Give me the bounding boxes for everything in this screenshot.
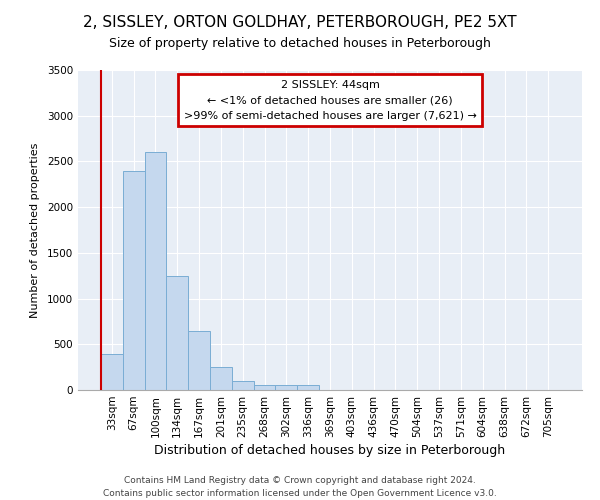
Bar [210,367,232,390]
Y-axis label: Number of detached properties: Number of detached properties [30,142,40,318]
Text: 2 SISSLEY: 44sqm
← <1% of detached houses are smaller (26)
>99% of semi-detached: 2 SISSLEY: 44sqm ← <1% of detached house… [184,80,476,121]
Bar [123,170,145,390]
Bar [275,385,297,390]
Bar [254,384,275,390]
X-axis label: Distribution of detached houses by size in Peterborough: Distribution of detached houses by size … [154,444,506,457]
Bar [297,386,319,390]
Bar [101,354,123,390]
Bar [166,276,188,390]
Bar [188,332,210,390]
Text: 2, SISSLEY, ORTON GOLDHAY, PETERBOROUGH, PE2 5XT: 2, SISSLEY, ORTON GOLDHAY, PETERBOROUGH,… [83,15,517,30]
Bar [145,152,166,390]
Text: Contains HM Land Registry data © Crown copyright and database right 2024.
Contai: Contains HM Land Registry data © Crown c… [103,476,497,498]
Text: Size of property relative to detached houses in Peterborough: Size of property relative to detached ho… [109,38,491,51]
Bar [232,381,254,390]
